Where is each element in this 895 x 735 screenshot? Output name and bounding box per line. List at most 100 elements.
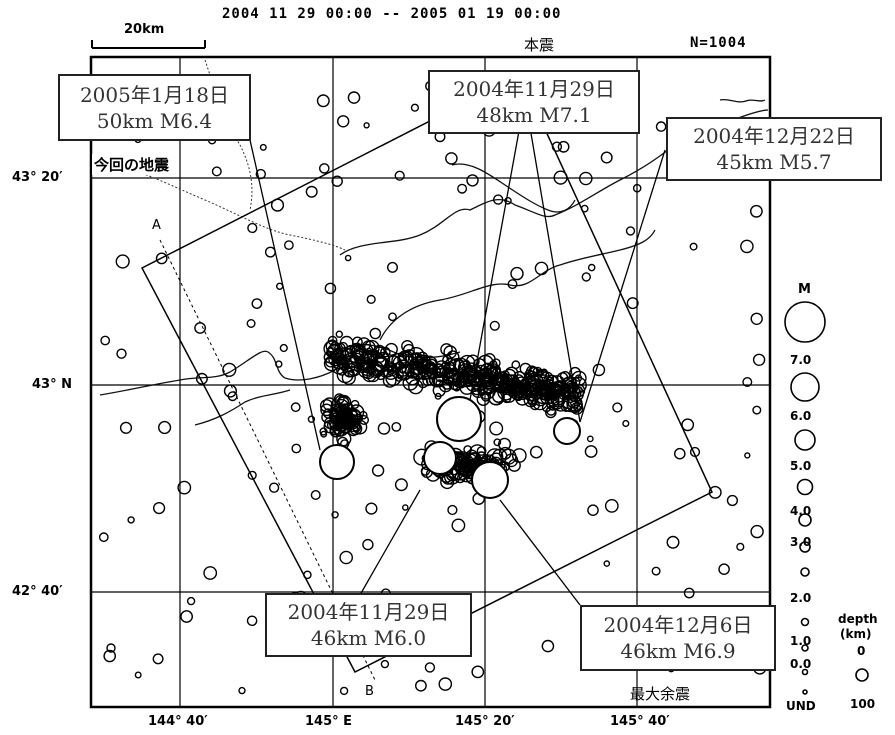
- aftershock-circle: [434, 392, 442, 400]
- aftershock-circle: [334, 394, 350, 410]
- aftershock-circle: [423, 362, 436, 374]
- aftershock-circle: [529, 445, 543, 459]
- aftershock-circle: [223, 384, 238, 398]
- map-frame: [89, 55, 772, 709]
- aftershock-circle: [158, 420, 172, 435]
- aftershock-circle: [336, 357, 348, 369]
- aftershock-circle: [471, 665, 485, 679]
- aftershock-circle: [319, 427, 328, 436]
- aftershock-circle: [440, 343, 453, 356]
- event-date: 2005年1月18日: [79, 83, 230, 107]
- aftershock-circle: [370, 349, 380, 358]
- aftershock-circle: [447, 370, 456, 379]
- aftershock-circle: [119, 421, 133, 434]
- aftershock-circle: [333, 352, 347, 366]
- aftershock-circle: [526, 374, 536, 383]
- aftershock-circle: [587, 504, 599, 517]
- aftershock-circle: [264, 246, 276, 258]
- aftershock-circle: [750, 204, 763, 218]
- aftershock-circle: [451, 518, 466, 533]
- depth-label-100: 100: [850, 697, 876, 711]
- aftershock-circle: [744, 452, 751, 459]
- aftershock-circle: [622, 419, 630, 428]
- aftershock-circle: [344, 254, 352, 262]
- event-box-2005-01-18: 2005年1月18日 50km M6.4: [58, 74, 251, 141]
- aftershock-circle: [571, 383, 586, 398]
- aftershock-circle: [380, 659, 390, 669]
- aftershock-circle: [305, 185, 318, 198]
- aftershock-circle: [152, 653, 164, 665]
- aftershock-circle: [387, 261, 399, 273]
- aftershock-circle: [483, 353, 496, 366]
- lon-label-145-20: 145° 20′: [455, 714, 515, 729]
- aftershock-circle: [359, 415, 370, 426]
- aftershock-circle: [194, 322, 207, 334]
- aftershock-circle: [468, 452, 481, 465]
- aftershock-circle: [556, 372, 569, 384]
- aftershock-circle: [326, 347, 334, 356]
- aftershock-circle: [736, 542, 745, 551]
- event-date: 2004年11月29日: [287, 600, 450, 624]
- aftershock-circle: [276, 282, 284, 290]
- aftershock-circle: [246, 615, 258, 627]
- aftershock-circle: [371, 464, 385, 477]
- aftershock-circle: [498, 437, 512, 451]
- aftershock-circle: [382, 373, 397, 388]
- aftershock-circle: [454, 376, 467, 389]
- aftershock-circle: [651, 566, 661, 576]
- depth-legend-symbols: [855, 668, 869, 682]
- aftershock-circle: [742, 377, 753, 388]
- aftershock-circle: [366, 294, 376, 305]
- largest-aftershock-label: 最大余震: [630, 685, 691, 703]
- aftershock-circle: [553, 170, 568, 185]
- aftershock-circle: [625, 226, 636, 236]
- aftershock-circle: [466, 371, 481, 386]
- aftershock-circle: [752, 405, 762, 415]
- aftershock-circle: [318, 163, 330, 174]
- aftershock-circle: [362, 538, 374, 551]
- aftershock-circle: [525, 370, 539, 385]
- event-box-2004-12-22: 2004年12月22日 45km M5.7: [666, 117, 882, 181]
- leader-lines: [249, 97, 666, 606]
- mag-label: 2.0: [790, 591, 812, 605]
- depth-label-0: 0: [857, 644, 866, 658]
- aftershock-circle: [211, 166, 222, 177]
- aftershock-circle: [750, 524, 764, 539]
- event-2004-12-22-m5-7: [553, 417, 581, 445]
- event-detail: 45km M5.7: [716, 150, 832, 174]
- aftershock-circle: [402, 343, 415, 356]
- aftershock-circle: [655, 121, 667, 132]
- aftershock-circle: [448, 357, 466, 375]
- lat-label-43-n: 43° N: [32, 377, 72, 392]
- aftershock-circle: [331, 175, 343, 187]
- aftershock-circle: [481, 372, 491, 382]
- aftershock-circle: [268, 482, 280, 493]
- aftershock-circle: [195, 372, 208, 385]
- aftershock-circle: [490, 378, 499, 387]
- aftershock-circle: [750, 312, 763, 325]
- magnitude-legend-symbols: [784, 301, 826, 695]
- major-events: [319, 396, 581, 499]
- aftershock-circle: [359, 359, 371, 372]
- aftershock-circle: [689, 446, 701, 458]
- aftershock-circle: [504, 196, 512, 205]
- aftershock-circle: [718, 563, 730, 576]
- event-date: 2004年12月6日: [603, 613, 753, 637]
- event-box-2004-11-29-m6: 2004年11月29日 46km M6.0: [265, 593, 472, 657]
- aftershock-circle: [428, 371, 445, 388]
- event-2004-11-29-m7-1: [436, 396, 482, 442]
- event-box-2004-12-06: 2004年12月6日 46km M6.9: [580, 605, 776, 671]
- aftershock-circle: [283, 240, 294, 251]
- aftershock-circle: [580, 204, 589, 213]
- time-period: 2004 11 29 00:00 -- 2005 01 19 00:00: [222, 6, 562, 22]
- aftershock-circle: [446, 350, 460, 364]
- event-date: 2004年11月29日: [453, 77, 615, 101]
- aftershock-circle: [584, 445, 598, 458]
- mag-label: 0.0: [790, 657, 812, 671]
- aftershock-circle: [98, 532, 109, 543]
- aftershock-circle: [259, 143, 267, 151]
- aftershock-circle: [391, 421, 402, 432]
- aftershock-circle: [489, 320, 500, 331]
- mag-label: 3.0: [790, 535, 812, 549]
- aftershock-circle: [155, 252, 168, 265]
